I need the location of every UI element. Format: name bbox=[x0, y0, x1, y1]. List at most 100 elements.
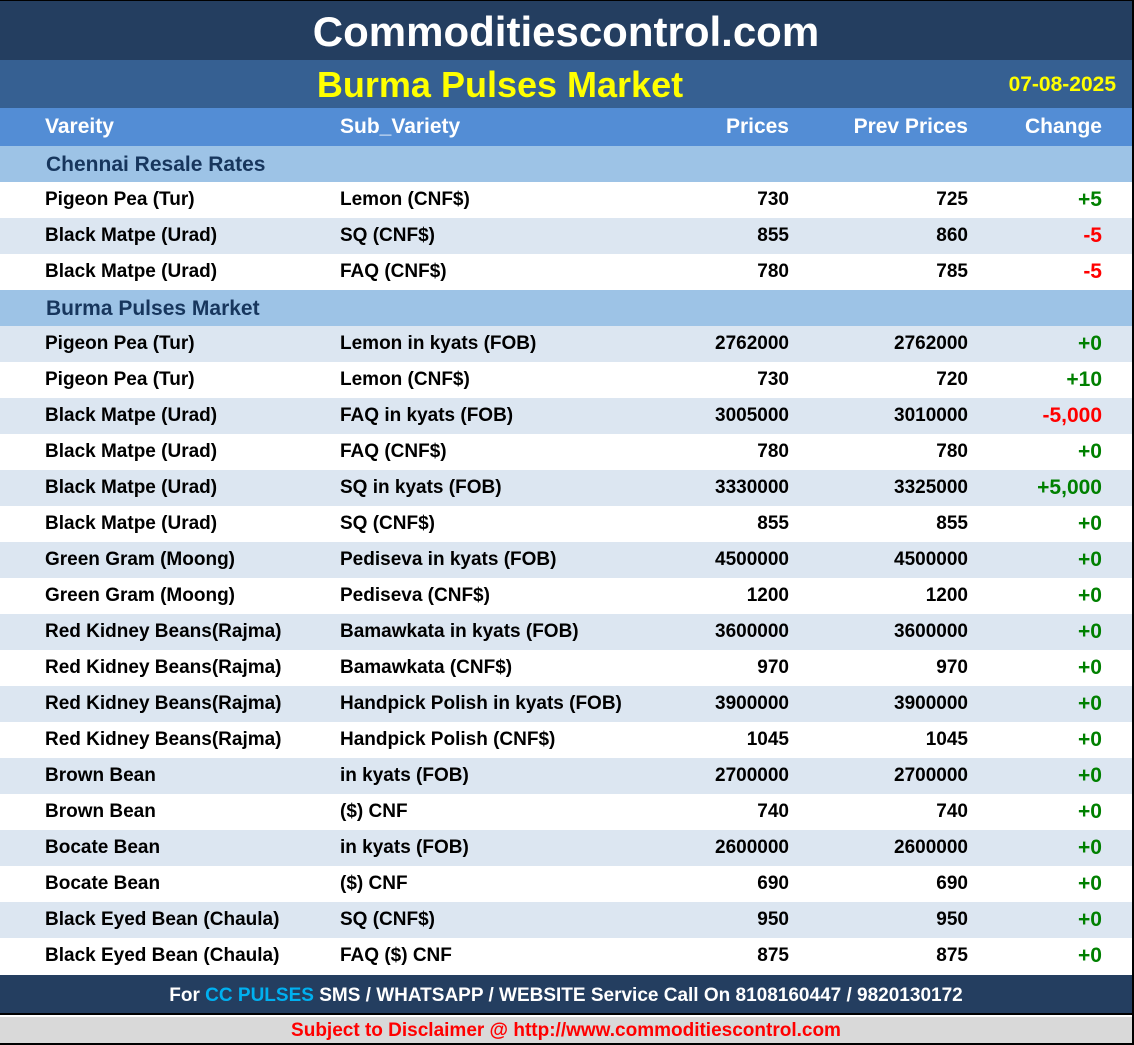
cell-change: +0 bbox=[1078, 728, 1102, 751]
cell-sub-variety: Bamawkata (CNF$) bbox=[340, 657, 513, 678]
disclaimer: Subject to Disclaimer @ http://www.commo… bbox=[0, 1017, 1132, 1043]
cell-change: +0 bbox=[1078, 548, 1102, 571]
cell-variety: Red Kidney Beans(Rajma) bbox=[45, 729, 282, 750]
cell-sub-variety: FAQ ($) CNF bbox=[340, 945, 452, 966]
cell-variety: Red Kidney Beans(Rajma) bbox=[45, 657, 282, 678]
cell-variety: Black Matpe (Urad) bbox=[45, 441, 218, 462]
cell-prev-price: 860 bbox=[936, 225, 968, 246]
cell-sub-variety: in kyats (FOB) bbox=[340, 837, 469, 858]
cell-variety: Brown Bean bbox=[45, 801, 156, 822]
table-row: Red Kidney Beans(Rajma) Bamawkata (CNF$) 9… bbox=[0, 650, 1132, 686]
cell-change: +0 bbox=[1078, 908, 1102, 931]
cell-prev-price: 3325000 bbox=[894, 477, 968, 498]
table-row: Red Kidney Beans(Rajma) Bamawkata in kyat… bbox=[0, 614, 1132, 650]
table-row: Brown Bean in kyats (FOB) 2700000 2700000 +0 bbox=[0, 758, 1132, 794]
cell-sub-variety: FAQ in kyats (FOB) bbox=[340, 405, 514, 426]
cell-price: 780 bbox=[757, 261, 789, 282]
table-header: Vareity Sub_Variety Prices Prev Prices C… bbox=[0, 108, 1132, 146]
cell-sub-variety: SQ (CNF$) bbox=[340, 909, 435, 930]
cell-sub-variety: ($) CNF bbox=[340, 801, 408, 822]
col-prev-prices: Prev Prices bbox=[853, 115, 968, 138]
cell-price: 690 bbox=[757, 873, 789, 894]
col-change: Change bbox=[1024, 115, 1102, 138]
cell-sub-variety: SQ in kyats (FOB) bbox=[340, 477, 502, 498]
cell-prev-price: 4500000 bbox=[894, 549, 968, 570]
cell-change: +0 bbox=[1078, 944, 1102, 967]
cell-prev-price: 1200 bbox=[925, 585, 968, 606]
table-row: Black Matpe (Urad) FAQ in kyats (FOB) 3005… bbox=[0, 398, 1132, 434]
col-variety: Vareity bbox=[45, 115, 114, 138]
cell-sub-variety: Pediseva (CNF$) bbox=[340, 585, 490, 606]
cell-price: 730 bbox=[757, 189, 789, 210]
cell-prev-price: 725 bbox=[936, 189, 968, 210]
cell-change: +0 bbox=[1078, 872, 1102, 895]
cell-prev-price: 740 bbox=[936, 801, 968, 822]
cell-prev-price: 780 bbox=[936, 441, 968, 462]
cell-variety: Green Gram (Moong) bbox=[45, 549, 236, 570]
cell-prev-price: 1045 bbox=[925, 729, 968, 750]
cell-sub-variety: Bamawkata in kyats (FOB) bbox=[340, 621, 579, 642]
site-title: Commoditiescontrol.com bbox=[0, 0, 1132, 60]
table-row: Pigeon Pea (Tur) Lemon (CNF$) 730 725 +5 bbox=[0, 182, 1132, 218]
table-row: Green Gram (Moong) Pediseva (CNF$) 1200 120… bbox=[0, 578, 1132, 614]
cell-price: 2600000 bbox=[715, 837, 789, 858]
cell-prev-price: 3600000 bbox=[894, 621, 968, 642]
subtitle-bar: Burma Pulses Market 07-08-2025 bbox=[0, 60, 1132, 108]
table-row: Black Eyed Bean (Chaula) SQ (CNF$) 950 950 +… bbox=[0, 902, 1132, 938]
cell-change: +0 bbox=[1078, 512, 1102, 535]
table-row: Pigeon Pea (Tur) Lemon in kyats (FOB) 2762… bbox=[0, 326, 1132, 362]
cell-change: -5 bbox=[1083, 224, 1102, 247]
cell-change: +0 bbox=[1078, 584, 1102, 607]
cell-variety: Red Kidney Beans(Rajma) bbox=[45, 693, 282, 714]
table-row: Brown Bean ($) CNF 740 740 +0 bbox=[0, 794, 1132, 830]
cell-sub-variety: FAQ (CNF$) bbox=[340, 261, 447, 282]
cell-change: +0 bbox=[1078, 764, 1102, 787]
cell-prev-price: 720 bbox=[936, 369, 968, 390]
cell-price: 1045 bbox=[746, 729, 789, 750]
cell-variety: Pigeon Pea (Tur) bbox=[45, 333, 195, 354]
cell-variety: Pigeon Pea (Tur) bbox=[45, 369, 195, 390]
cell-price: 3330000 bbox=[715, 477, 789, 498]
cell-prev-price: 2762000 bbox=[894, 333, 968, 354]
cell-prev-price: 690 bbox=[936, 873, 968, 894]
cell-change: +0 bbox=[1078, 620, 1102, 643]
cell-sub-variety: Lemon (CNF$) bbox=[340, 369, 470, 390]
table-row: Bocate Bean ($) CNF 690 690 +0 bbox=[0, 866, 1132, 902]
cell-price: 875 bbox=[757, 945, 789, 966]
table-row: Green Gram (Moong) Pediseva in kyats (FOB… bbox=[0, 542, 1132, 578]
cell-price: 855 bbox=[757, 225, 789, 246]
table-row: Pigeon Pea (Tur) Lemon (CNF$) 730 720 +10 bbox=[0, 362, 1132, 398]
cell-prev-price: 950 bbox=[936, 909, 968, 930]
cell-sub-variety: Lemon in kyats (FOB) bbox=[340, 333, 537, 354]
cell-prev-price: 855 bbox=[936, 513, 968, 534]
market-title: Burma Pulses Market bbox=[316, 64, 684, 105]
cell-sub-variety: Handpick Polish (CNF$) bbox=[340, 729, 556, 750]
table-row: Black Matpe (Urad) SQ in kyats (FOB) 33300… bbox=[0, 470, 1132, 506]
cell-prev-price: 970 bbox=[936, 657, 968, 678]
cell-price: 730 bbox=[757, 369, 789, 390]
cell-variety: Bocate Bean bbox=[45, 837, 161, 858]
cell-prev-price: 3010000 bbox=[894, 405, 968, 426]
table-row: Black Matpe (Urad) FAQ (CNF$) 780 785 -5 bbox=[0, 254, 1132, 290]
cell-change: +0 bbox=[1078, 800, 1102, 823]
section-header: Chennai Resale Rates bbox=[0, 146, 1132, 182]
cell-sub-variety: ($) CNF bbox=[340, 873, 408, 894]
footer-banner: For CC PULSES SMS / WHATSAPP / WEBSITE S… bbox=[0, 975, 1132, 1015]
cell-sub-variety: SQ (CNF$) bbox=[340, 225, 435, 246]
cell-sub-variety: Pediseva in kyats (FOB) bbox=[340, 549, 557, 570]
cell-variety: Black Eyed Bean (Chaula) bbox=[45, 945, 280, 966]
cell-variety: Pigeon Pea (Tur) bbox=[45, 189, 195, 210]
cell-sub-variety: FAQ (CNF$) bbox=[340, 441, 447, 462]
cell-variety: Brown Bean bbox=[45, 765, 156, 786]
col-prices: Prices bbox=[725, 115, 789, 138]
cell-variety: Bocate Bean bbox=[45, 873, 161, 894]
cell-price: 780 bbox=[757, 441, 789, 462]
cell-sub-variety: in kyats (FOB) bbox=[340, 765, 469, 786]
cell-price: 855 bbox=[757, 513, 789, 534]
cell-variety: Black Matpe (Urad) bbox=[45, 405, 218, 426]
cell-variety: Black Matpe (Urad) bbox=[45, 477, 218, 498]
cell-change: -5 bbox=[1083, 260, 1102, 283]
cell-price: 3005000 bbox=[715, 405, 789, 426]
table-row: Red Kidney Beans(Rajma) Handpick Polish (… bbox=[0, 722, 1132, 758]
